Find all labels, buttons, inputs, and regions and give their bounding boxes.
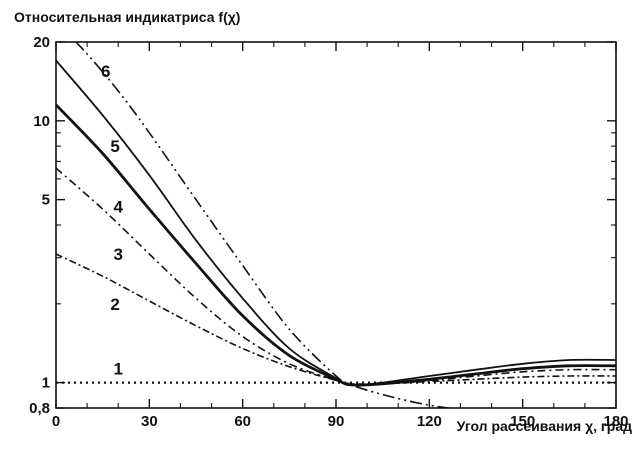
series-line-6 <box>74 42 456 408</box>
x-tick-label: 90 <box>328 413 345 430</box>
x-tick-label: 60 <box>234 413 251 430</box>
curve-label-4: 4 <box>113 198 123 217</box>
y-tick-label: 0,8 <box>29 400 50 417</box>
y-tick-label: 5 <box>42 192 50 209</box>
plot-frame <box>55 41 617 409</box>
series-line-5 <box>56 59 616 386</box>
x-axis-title: Угол рассеивания χ, град <box>457 418 632 434</box>
y-tick-label: 10 <box>33 113 50 130</box>
x-tick-label: 30 <box>141 413 158 430</box>
curve-label-3: 3 <box>113 245 122 264</box>
x-tick-label: 120 <box>417 413 442 430</box>
y-tick-label: 1 <box>42 375 50 392</box>
curve-label-5: 5 <box>110 137 119 156</box>
y-axis-title: Относительная индикатриса f(χ) <box>14 9 240 25</box>
series-line-2 <box>56 253 616 385</box>
x-tick-label: 150 <box>510 413 535 430</box>
y-tick-label: 20 <box>33 34 50 51</box>
x-tick-label: 180 <box>603 413 628 430</box>
x-tick-label: 0 <box>52 413 60 430</box>
curve-label-2: 2 <box>110 295 119 314</box>
plot-area: 0 30 60 90 120 150 180 0,8 1 5 10 20 1 2 3 4 5 6 <box>29 34 628 430</box>
curve-label-1: 1 <box>113 360 122 379</box>
curve-label-6: 6 <box>101 62 110 81</box>
series-line-3 <box>56 167 616 386</box>
